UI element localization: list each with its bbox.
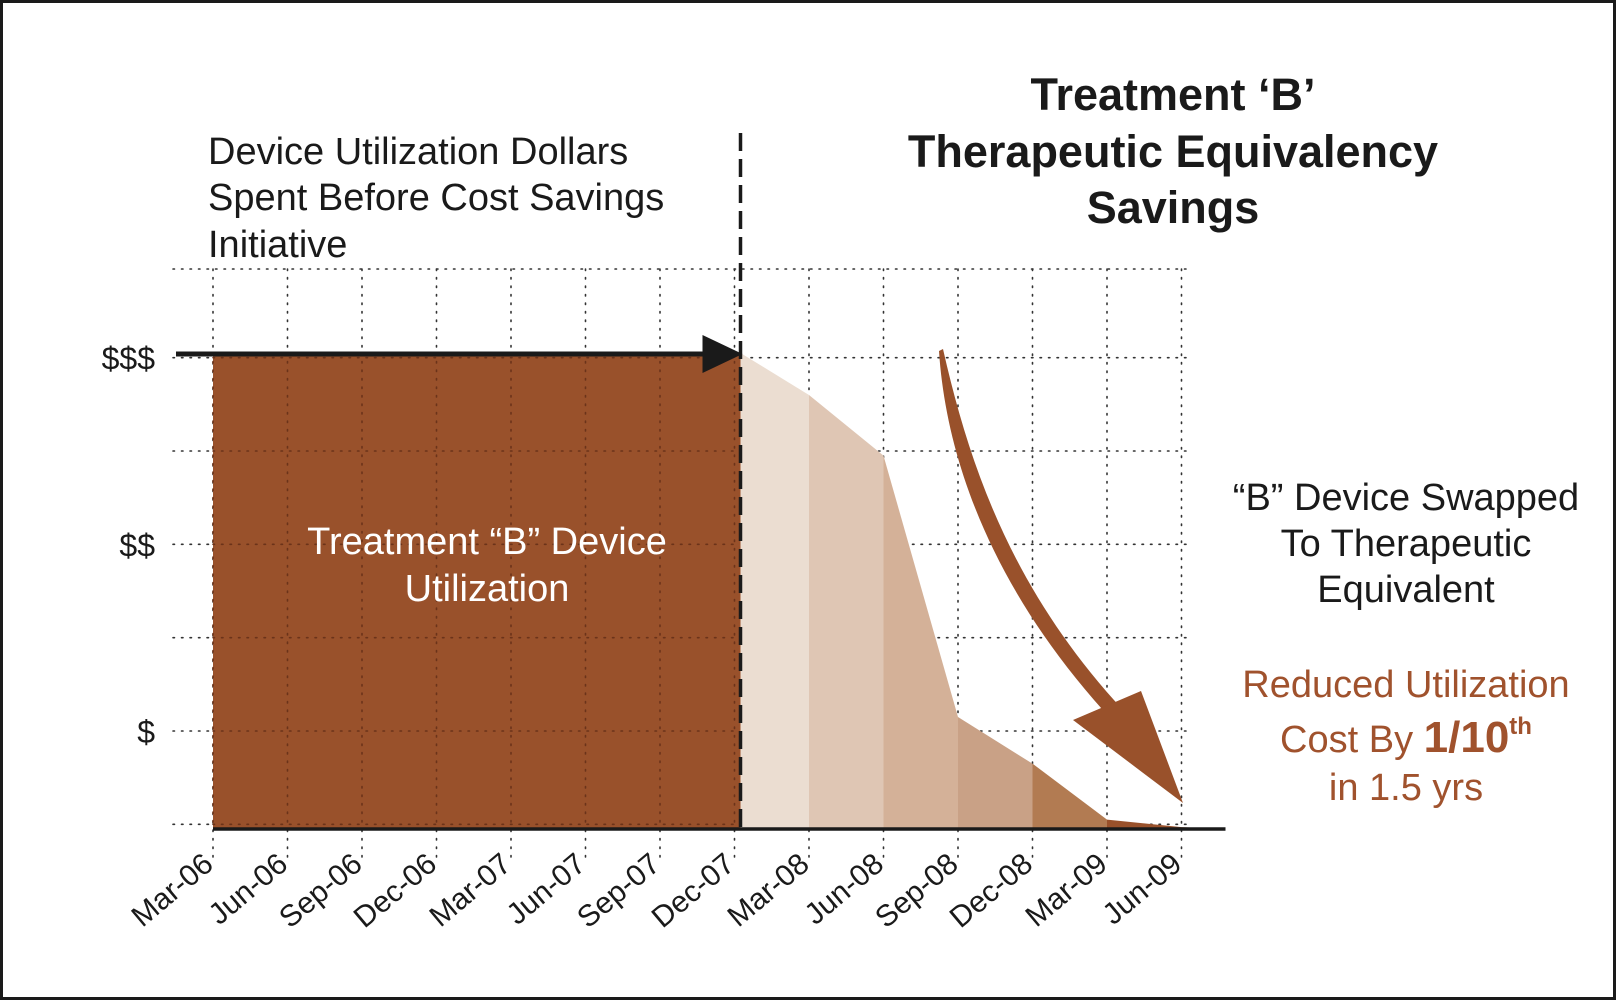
y-tick-label-5: $$$ — [102, 341, 156, 377]
x-tick-label-Mar-09: Mar-09 — [1019, 847, 1113, 933]
chart-title-line-3: Savings — [1087, 182, 1260, 233]
reduced-superscript: th — [1509, 713, 1532, 740]
area-segment-Sep-08 — [958, 717, 1033, 829]
before-label-line-1: Device Utilization Dollars — [208, 131, 628, 173]
reduced-label-line-3: in 1.5 yrs — [1329, 767, 1483, 809]
curved-arrow-body — [939, 349, 1123, 721]
x-tick-label-Dec-08: Dec-08 — [944, 847, 1039, 934]
swap-label-line-2: To Therapeutic — [1281, 523, 1532, 565]
x-tick-label-Dec-07: Dec-07 — [646, 847, 741, 934]
x-tick-label-Sep-08: Sep-08 — [869, 847, 964, 934]
chart-title-line-1: Treatment ‘B’ — [1030, 69, 1315, 120]
area-series — [213, 353, 1226, 829]
reduced-label-line-1: Reduced Utilization — [1242, 664, 1569, 706]
x-tick-label-Mar-08: Mar-08 — [721, 847, 815, 933]
x-tick-label-Sep-06: Sep-06 — [273, 847, 368, 934]
area-label-line-1: Treatment “B” Device — [307, 521, 667, 563]
chart-title-line-2: Therapeutic Equivalency — [908, 126, 1438, 177]
chart-svg: $$$$$$Mar-06Jun-06Sep-06Dec-06Mar-07Jun-… — [102, 69, 1580, 935]
annotations — [176, 335, 1183, 803]
reduced-fraction: 1/10 — [1424, 713, 1510, 762]
x-tick-label-Dec-06: Dec-06 — [348, 847, 443, 934]
grid-overlay — [212, 352, 736, 830]
area-segment-Mar-09 — [1107, 819, 1182, 829]
before-arrow-head — [702, 335, 743, 373]
area-label-line-2: Utilization — [405, 568, 570, 610]
before-label-line-3: Initiative — [208, 224, 347, 266]
swap-label-line-1: “B” Device Swapped — [1233, 477, 1579, 519]
x-tick-label-Mar-07: Mar-07 — [423, 847, 517, 933]
reduced-prefix: Cost By — [1280, 719, 1424, 761]
area-segment-Jun-08 — [883, 455, 958, 829]
x-tick-label-Jun-09: Jun-09 — [1097, 847, 1188, 931]
swap-label-line-3: Equivalent — [1317, 569, 1495, 611]
area-segment-Dec-07 — [740, 353, 809, 829]
area-segment-Dec-08 — [1032, 763, 1107, 829]
area-segment-Mar-08 — [809, 395, 884, 829]
axes — [213, 133, 1226, 831]
reduced-label-line-2: Cost By 1/10th — [1280, 713, 1532, 762]
x-tick-label-Mar-06: Mar-06 — [125, 847, 219, 933]
y-tick-label-3: $$ — [119, 527, 155, 563]
before-label-line-2: Spent Before Cost Savings — [208, 177, 664, 219]
y-tick-label-1: $ — [137, 714, 155, 750]
curved-arrow-head — [1073, 691, 1183, 803]
area-before-initiative — [213, 353, 741, 829]
x-tick-label-Sep-07: Sep-07 — [571, 847, 666, 934]
